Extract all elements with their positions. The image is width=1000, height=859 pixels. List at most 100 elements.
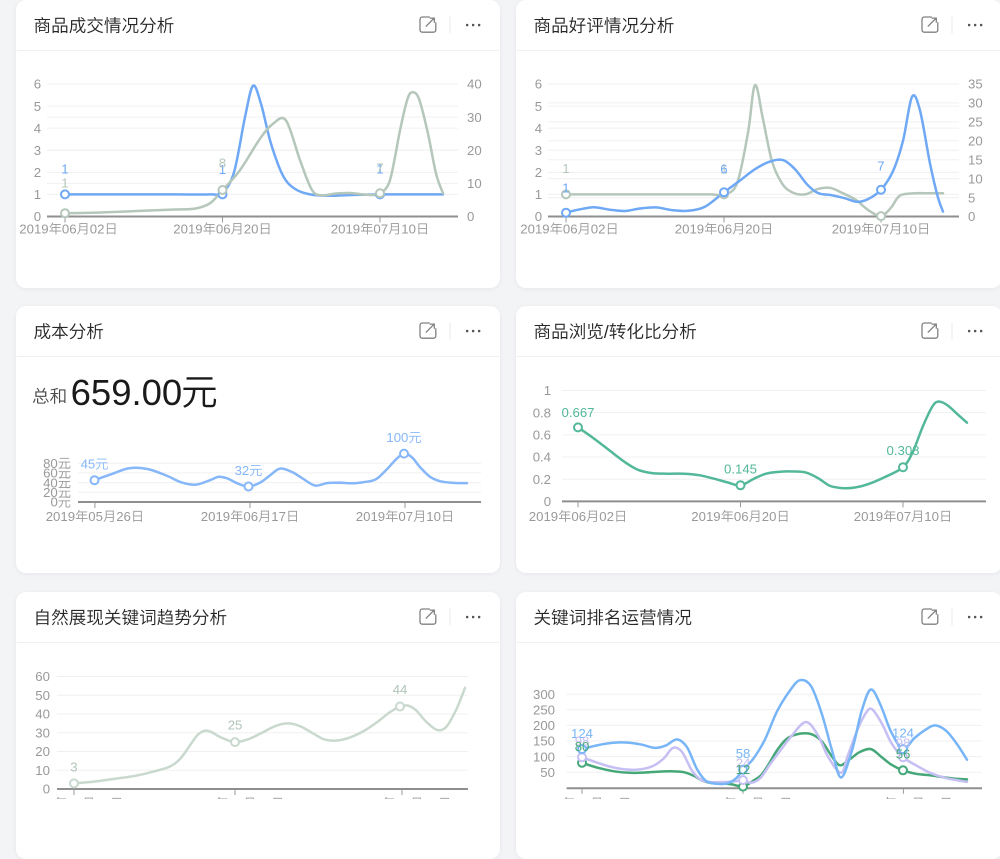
svg-text:02: 02 [599, 509, 614, 524]
svg-text:25: 25 [228, 718, 243, 733]
svg-text:02: 02 [90, 222, 105, 237]
svg-text:80: 80 [575, 739, 590, 754]
svg-text:56: 56 [896, 747, 911, 762]
svg-text:2019: 2019 [201, 509, 230, 524]
svg-text:25: 25 [968, 115, 983, 130]
svg-text:06: 06 [575, 796, 590, 799]
svg-text:07: 07 [395, 796, 410, 799]
svg-text:40: 40 [467, 77, 482, 92]
svg-text:20: 20 [35, 744, 50, 759]
svg-text:60: 60 [35, 669, 50, 684]
svg-text:06: 06 [734, 509, 749, 524]
svg-text:124: 124 [892, 726, 914, 741]
svg-text:24: 24 [736, 756, 751, 771]
svg-text:20: 20 [256, 796, 271, 799]
svg-text:06: 06 [717, 222, 732, 237]
svg-text:60: 60 [43, 466, 58, 481]
svg-text:7: 7 [376, 161, 383, 176]
svg-text:3: 3 [34, 143, 41, 158]
svg-text:2019: 2019 [46, 509, 75, 524]
svg-text:2: 2 [535, 165, 542, 180]
svg-text:2019: 2019 [533, 796, 562, 799]
svg-text:50: 50 [540, 765, 555, 780]
svg-text:1: 1 [562, 161, 569, 176]
svg-text:8: 8 [219, 156, 226, 171]
svg-text:1: 1 [720, 162, 727, 177]
svg-text:0.308: 0.308 [887, 443, 920, 458]
svg-text:2019: 2019 [353, 796, 382, 799]
svg-text:1: 1 [562, 181, 569, 196]
svg-text:58: 58 [736, 746, 751, 761]
svg-text:2019: 2019 [520, 222, 549, 237]
svg-text:10: 10 [467, 176, 482, 191]
svg-text:40: 40 [35, 707, 50, 722]
svg-text:0.145: 0.145 [724, 461, 757, 476]
svg-text:0.8: 0.8 [533, 405, 551, 420]
svg-text:40: 40 [43, 475, 58, 490]
svg-text:07: 07 [896, 509, 911, 524]
svg-text:0.4: 0.4 [533, 450, 551, 465]
svg-text:0.2: 0.2 [533, 472, 551, 487]
svg-text:4: 4 [535, 121, 542, 136]
svg-text:124: 124 [571, 726, 593, 741]
svg-text:10: 10 [924, 509, 939, 524]
svg-text:98: 98 [896, 736, 911, 751]
svg-text:07: 07 [398, 509, 413, 524]
svg-text:06: 06 [736, 796, 751, 799]
svg-text:06: 06 [563, 222, 578, 237]
svg-text:150: 150 [533, 734, 555, 749]
svg-text:20: 20 [43, 485, 58, 500]
svg-text:80: 80 [43, 456, 58, 471]
svg-text:2019: 2019 [694, 796, 723, 799]
svg-text:30: 30 [968, 96, 983, 111]
svg-text:6: 6 [720, 162, 727, 177]
svg-text:2019: 2019 [356, 509, 385, 524]
svg-text:32: 32 [235, 463, 250, 478]
svg-text:07: 07 [874, 222, 889, 237]
svg-text:100: 100 [533, 749, 555, 764]
svg-text:20: 20 [762, 509, 777, 524]
svg-text:06: 06 [62, 222, 77, 237]
svg-text:1: 1 [61, 162, 68, 177]
svg-text:10: 10 [968, 171, 983, 186]
svg-text:2019: 2019 [854, 509, 883, 524]
svg-text:10: 10 [423, 796, 438, 799]
svg-text:12: 12 [736, 762, 751, 777]
svg-text:20: 20 [467, 143, 482, 158]
svg-text:2: 2 [34, 165, 41, 180]
svg-text:300: 300 [533, 687, 555, 702]
svg-text:100: 100 [386, 430, 408, 445]
svg-text:02: 02 [95, 796, 110, 799]
svg-text:/: / [604, 322, 609, 342]
svg-text:20: 20 [764, 796, 779, 799]
svg-text:35: 35 [968, 77, 983, 92]
svg-text:6: 6 [535, 77, 542, 92]
svg-text:10: 10 [401, 222, 416, 237]
svg-text:0: 0 [43, 782, 50, 797]
svg-text:5: 5 [968, 190, 975, 205]
svg-text:07: 07 [897, 796, 912, 799]
svg-text:07: 07 [373, 222, 388, 237]
svg-text:20: 20 [968, 134, 983, 149]
svg-text:6: 6 [34, 77, 41, 92]
svg-text:20: 20 [244, 222, 259, 237]
svg-text:30: 30 [467, 110, 482, 125]
svg-text:17: 17 [271, 509, 286, 524]
svg-text:0.667: 0.667 [562, 405, 595, 420]
svg-text:02: 02 [591, 222, 606, 237]
svg-text:5: 5 [535, 99, 542, 114]
svg-text:2019: 2019 [832, 222, 861, 237]
svg-text:05: 05 [88, 509, 103, 524]
svg-text:250: 250 [533, 703, 555, 718]
svg-text:26: 26 [116, 509, 131, 524]
svg-text:10: 10 [426, 509, 441, 524]
svg-text:1: 1 [219, 162, 226, 177]
svg-text:10: 10 [902, 222, 917, 237]
svg-text:2019: 2019 [331, 222, 360, 237]
svg-text:30: 30 [35, 726, 50, 741]
svg-text:06: 06 [67, 796, 82, 799]
svg-text:2019: 2019 [186, 796, 215, 799]
svg-text:45: 45 [81, 457, 96, 472]
svg-text:10: 10 [925, 796, 940, 799]
svg-text:06: 06 [216, 222, 231, 237]
